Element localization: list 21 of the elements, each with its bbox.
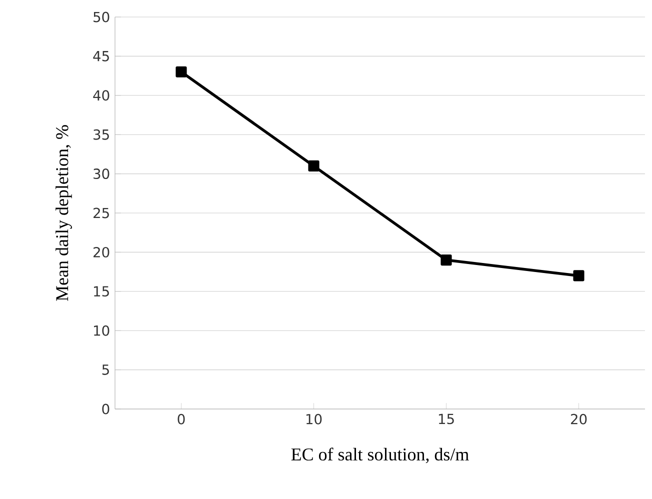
x-tick-label: 20 [570, 414, 587, 424]
y-tick-label: 10 [94, 325, 110, 336]
point [308, 160, 320, 172]
y-tick-label: 30 [94, 168, 110, 180]
y-tick-label: 35 [94, 129, 109, 140]
y-tick-label: 45 [93, 51, 109, 62]
point [440, 254, 452, 266]
x-tick-label: 0 [178, 414, 185, 424]
y-tick-label: 25 [94, 208, 109, 218]
y-tick-label: 5 [102, 364, 109, 375]
y-tick-label: 40 [93, 90, 110, 101]
y-tick-label: 15 [94, 286, 109, 297]
x-tick-label: 10 [306, 414, 322, 424]
y-tick-label: 20 [94, 246, 110, 258]
y-axis-title: Mean daily depletion, % [56, 125, 72, 301]
y-tick-label: 50 [94, 12, 110, 22]
x-tick-label: 15 [438, 414, 454, 424]
point [176, 66, 187, 78]
y-tick-label: 0 [102, 404, 110, 414]
x-axis-title: EC of salt solution, ds/m [291, 448, 469, 464]
point [573, 270, 584, 282]
